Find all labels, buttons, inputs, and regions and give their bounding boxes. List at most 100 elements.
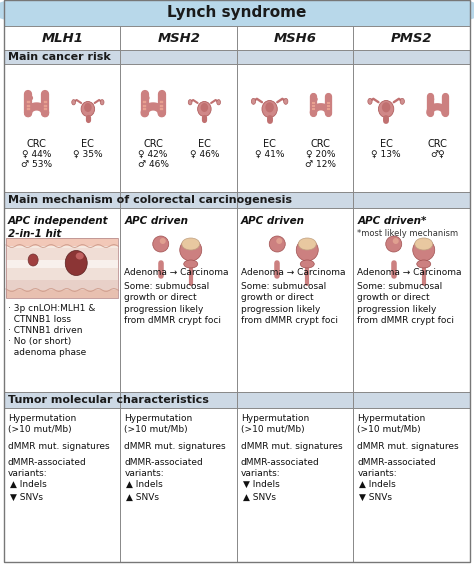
Text: Some: submucosal
growth or direct
progression likely
from dMMR crypt foci: Some: submucosal growth or direct progre… [241, 282, 338, 325]
Bar [4, 64, 470, 192]
Text: dMMR-associated
variants:: dMMR-associated variants: [125, 458, 203, 478]
Ellipse shape [72, 100, 75, 105]
Bar [6, 248, 118, 260]
Ellipse shape [368, 98, 372, 104]
Text: 2-in-1 hit: 2-in-1 hit [8, 229, 61, 239]
Text: Hypermutation
(>10 mut/Mb): Hypermutation (>10 mut/Mb) [8, 414, 76, 434]
Ellipse shape [269, 236, 285, 252]
Ellipse shape [81, 102, 95, 117]
Ellipse shape [386, 236, 402, 252]
Text: EC: EC [198, 139, 211, 149]
Ellipse shape [298, 238, 316, 250]
Ellipse shape [217, 100, 220, 105]
Text: ▲ Indels: ▲ Indels [359, 480, 396, 489]
Text: Tumor molecular characteristics: Tumor molecular characteristics [8, 395, 209, 405]
Ellipse shape [393, 238, 399, 244]
Text: CRC: CRC [27, 139, 46, 149]
Bar [4, 26, 470, 50]
Text: dMMR mut. signatures: dMMR mut. signatures [357, 442, 459, 451]
Text: *most likely mechanism: *most likely mechanism [357, 229, 459, 238]
Text: EC: EC [82, 139, 94, 149]
Bar [6, 268, 118, 280]
Text: Lynch syndrome: Lynch syndrome [167, 6, 307, 20]
Ellipse shape [198, 102, 211, 117]
Text: Some: submucosal
growth or direct
progression likely
from dMMR crypt foci: Some: submucosal growth or direct progre… [125, 282, 221, 325]
Bar [6, 238, 118, 298]
Ellipse shape [300, 260, 314, 268]
Text: Adenoma → Carcinoma: Adenoma → Carcinoma [357, 268, 462, 277]
Ellipse shape [296, 239, 318, 261]
Ellipse shape [28, 254, 38, 266]
Bar [6, 260, 118, 268]
Text: APC independent: APC independent [8, 216, 109, 226]
Text: APC driven: APC driven [241, 216, 305, 226]
Text: ♂ 46%: ♂ 46% [137, 160, 169, 169]
Text: dMMR mut. signatures: dMMR mut. signatures [241, 442, 343, 451]
Bar [6, 238, 118, 246]
Ellipse shape [188, 100, 192, 105]
Ellipse shape [382, 102, 391, 112]
Ellipse shape [415, 238, 433, 250]
Text: ♂♀: ♂♀ [430, 150, 445, 159]
Text: · No (or short): · No (or short) [8, 337, 71, 346]
Text: EC: EC [380, 139, 392, 149]
Text: CRC: CRC [143, 139, 163, 149]
Ellipse shape [180, 239, 202, 261]
Text: EC: EC [263, 139, 276, 149]
Text: Hypermutation
(>10 mut/Mb): Hypermutation (>10 mut/Mb) [125, 414, 193, 434]
Text: ▲ Indels: ▲ Indels [127, 480, 163, 489]
Text: ▲ SNVs: ▲ SNVs [243, 493, 276, 502]
Bar [4, 192, 470, 208]
Text: CTNNB1 loss: CTNNB1 loss [8, 315, 71, 324]
Ellipse shape [417, 260, 431, 268]
Bar [6, 238, 118, 248]
Ellipse shape [100, 100, 104, 105]
Ellipse shape [413, 239, 435, 261]
Bar [4, 208, 470, 392]
Text: ♀ 44%: ♀ 44% [22, 150, 51, 159]
Text: Some: submucosal
growth or direct
progression likely
from dMMR crypt foci: Some: submucosal growth or direct progre… [357, 282, 455, 325]
Text: ♀ 35%: ♀ 35% [73, 150, 103, 159]
Ellipse shape [262, 100, 277, 117]
Ellipse shape [400, 98, 404, 104]
Text: ♀ 46%: ♀ 46% [190, 150, 219, 159]
Ellipse shape [182, 238, 200, 250]
Bar [6, 280, 118, 290]
Text: Main cancer risk: Main cancer risk [8, 52, 111, 62]
Text: ♀ 13%: ♀ 13% [371, 150, 401, 159]
Ellipse shape [76, 253, 84, 259]
Text: Main mechanism of colorectal carcinogenesis: Main mechanism of colorectal carcinogene… [8, 195, 292, 205]
Bar [4, 392, 470, 408]
Text: Adenoma → Carcinoma: Adenoma → Carcinoma [125, 268, 229, 277]
Text: ♀ 41%: ♀ 41% [255, 150, 284, 159]
Text: CRC: CRC [311, 139, 331, 149]
Text: · CTNNB1 driven: · CTNNB1 driven [8, 326, 82, 335]
Text: ♂ 53%: ♂ 53% [21, 160, 52, 169]
Text: PMS2: PMS2 [391, 32, 433, 45]
Text: dMMR mut. signatures: dMMR mut. signatures [125, 442, 226, 451]
Text: dMMR-associated
variants:: dMMR-associated variants: [357, 458, 436, 478]
Text: CRC: CRC [428, 139, 447, 149]
Ellipse shape [84, 103, 91, 112]
Ellipse shape [283, 98, 288, 104]
Ellipse shape [201, 103, 208, 112]
Text: MSH2: MSH2 [157, 32, 200, 45]
Text: ▲ Indels: ▲ Indels [10, 480, 47, 489]
Text: ▼ Indels: ▼ Indels [243, 480, 280, 489]
Text: ♀ 42%: ♀ 42% [138, 150, 168, 159]
Text: dMMR mut. signatures: dMMR mut. signatures [8, 442, 109, 451]
Bar [4, 0, 470, 26]
Ellipse shape [276, 238, 282, 244]
Ellipse shape [0, 0, 474, 37]
Ellipse shape [160, 238, 166, 244]
Text: dMMR-associated
variants:: dMMR-associated variants: [241, 458, 320, 478]
Text: Hypermutation
(>10 mut/Mb): Hypermutation (>10 mut/Mb) [357, 414, 426, 434]
Text: ▼ SNVs: ▼ SNVs [359, 493, 392, 502]
Bar [4, 408, 470, 562]
Ellipse shape [378, 100, 394, 117]
Text: · 3p cnLOH:MLH1 &: · 3p cnLOH:MLH1 & [8, 304, 95, 313]
Text: ▼ SNVs: ▼ SNVs [10, 493, 43, 502]
Text: APC driven: APC driven [125, 216, 189, 226]
Ellipse shape [265, 102, 274, 112]
Text: APC driven*: APC driven* [357, 216, 427, 226]
